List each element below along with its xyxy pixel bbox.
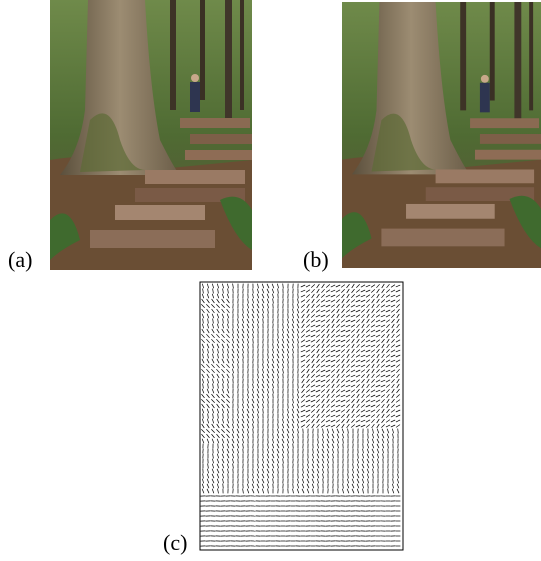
panel-label: (a) — [8, 247, 32, 272]
photo-b — [342, 2, 541, 268]
panel-label: (b) — [303, 247, 329, 272]
page: (a) (b) (c) (() => { const data = JSON.p… — [0, 0, 541, 556]
figure: (a) (b) (c) — [0, 0, 541, 556]
photo-a — [50, 0, 252, 270]
panel-label: (c) — [163, 530, 187, 555]
